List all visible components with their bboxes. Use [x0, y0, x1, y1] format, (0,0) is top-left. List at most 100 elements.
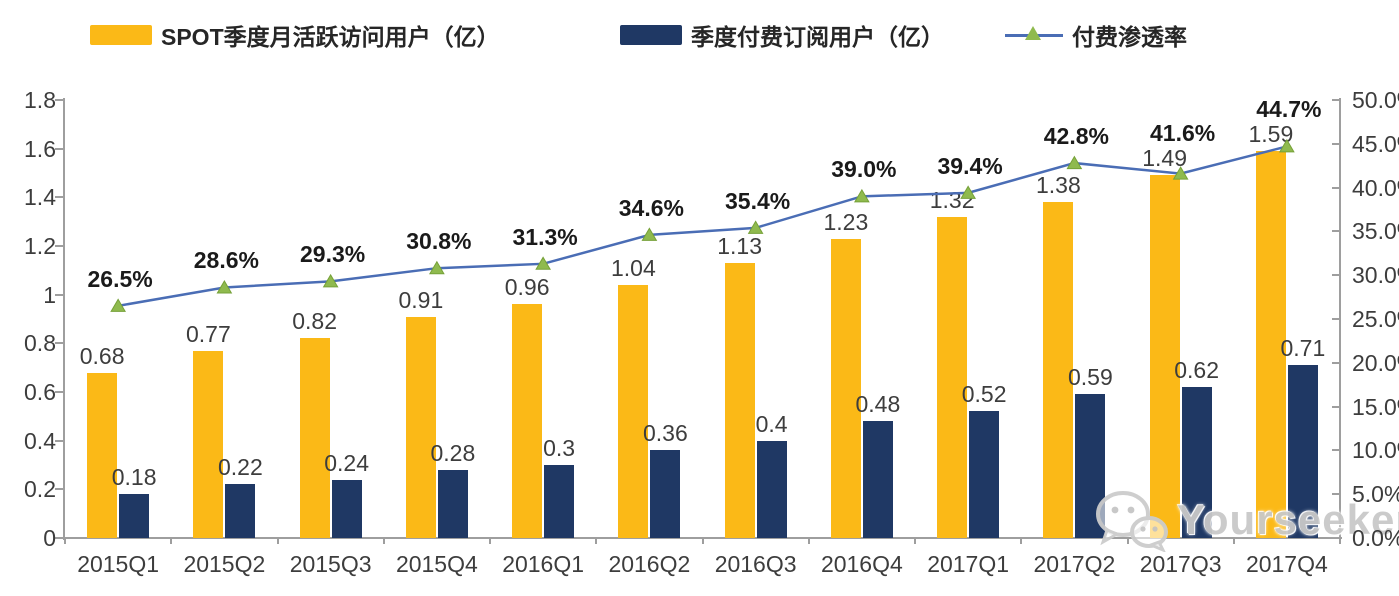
bar-subscribers — [1181, 387, 1212, 538]
x-tick-label: 2017Q3 — [1139, 551, 1222, 577]
bar-subscribers — [437, 469, 468, 538]
bar-mau — [512, 304, 543, 538]
bar-label-subscribers: 0.59 — [1067, 364, 1113, 391]
y-tick-label-right: 10.0% — [1352, 437, 1399, 464]
bar-label-mau: 1.23 — [823, 208, 869, 235]
y-axis-left-tick — [55, 391, 63, 393]
x-axis-tick — [276, 538, 279, 544]
y-tick-label-left: 1.4 — [24, 184, 56, 211]
bar-label-subscribers: 0.22 — [217, 454, 263, 481]
x-axis-tick — [807, 538, 810, 544]
bar-label-mau: 0.91 — [398, 286, 444, 313]
penetration-label: 41.6% — [1150, 120, 1216, 147]
triangle-marker — [110, 298, 126, 312]
x-axis-tick — [170, 538, 173, 544]
x-axis-tick — [1232, 538, 1235, 544]
penetration-label: 26.5% — [87, 265, 153, 292]
bar-mau — [937, 216, 968, 538]
y-axis-left-tick — [55, 342, 63, 345]
y-axis-right-tick — [1332, 405, 1340, 408]
legend-item-subscribers: 季度付费订阅用户（亿） — [620, 18, 944, 52]
x-axis-tick — [1339, 538, 1341, 544]
bar-label-mau: 0.77 — [185, 320, 231, 347]
penetration-label: 39.0% — [831, 156, 897, 183]
bar-subscribers — [119, 494, 150, 538]
x-axis-tick — [382, 538, 385, 544]
y-tick-label-right: 15.0% — [1352, 393, 1399, 420]
y-axis-left-tick — [55, 245, 63, 247]
bar-label-mau: 1.38 — [1035, 172, 1081, 199]
y-tick-label-right: 35.0% — [1352, 218, 1399, 245]
bar-subscribers — [756, 440, 787, 538]
y-tick-label-right: 20.0% — [1352, 349, 1399, 376]
triangle-marker — [1172, 166, 1189, 180]
y-axis-left-tick — [55, 99, 63, 101]
y-axis-left — [63, 98, 65, 540]
bar-mau — [87, 372, 118, 538]
triangle-marker — [216, 279, 233, 294]
y-tick-label-left: 0.6 — [24, 379, 56, 405]
bar-label-subscribers: 0.36 — [642, 420, 688, 447]
x-axis-tick — [64, 538, 66, 544]
y-tick-label-left: 1.6 — [24, 135, 56, 162]
x-tick-label: 2017Q4 — [1245, 551, 1328, 577]
y-axis-right-tick — [1332, 274, 1340, 277]
y-tick-label-right: 45.0% — [1352, 130, 1399, 157]
x-tick-label: 2017Q1 — [927, 551, 1010, 577]
bar-subscribers — [225, 484, 256, 538]
y-axis-right-tick — [1332, 186, 1340, 189]
bar-label-subscribers: 0.28 — [430, 439, 476, 466]
bar-label-mau: 0.82 — [292, 308, 337, 335]
penetration-label: 31.3% — [512, 223, 578, 250]
x-axis-tick — [489, 538, 491, 544]
bar-mau — [1043, 202, 1074, 538]
penetration-label: 39.4% — [937, 152, 1003, 179]
y-axis-left-tick — [55, 537, 63, 539]
bar-label-subscribers: 0.18 — [111, 464, 157, 491]
y-tick-label-left: 0.8 — [24, 330, 56, 357]
y-axis-left-tick — [55, 196, 63, 199]
bar-label-mau: 1.49 — [1142, 145, 1187, 172]
y-tick-label-left: 1 — [43, 281, 56, 308]
triangle-marker — [854, 188, 870, 203]
x-tick-label: 2016Q4 — [820, 551, 903, 577]
x-axis-tick — [595, 538, 598, 544]
x-tick-label: 2016Q1 — [502, 551, 585, 577]
y-tick-label-right: 5.0% — [1352, 481, 1399, 508]
bar-label-mau: 0.68 — [79, 342, 125, 369]
triangle-marker — [747, 220, 764, 234]
y-axis-right-tick — [1332, 537, 1340, 539]
penetration-label: 35.4% — [725, 187, 791, 214]
triangle-marker — [535, 256, 551, 270]
penetration-label: 30.8% — [406, 228, 472, 255]
penetration-label: 42.8% — [1043, 123, 1109, 150]
legend-label-subscribers: 季度付费订阅用户（亿） — [691, 24, 944, 50]
y-tick-label-left: 0 — [43, 525, 56, 551]
bar-mau — [193, 350, 224, 538]
bar-mau — [830, 238, 861, 538]
bar-subscribers — [544, 465, 575, 538]
x-axis-tick — [1020, 538, 1023, 544]
penetration-label: 44.7% — [1256, 96, 1322, 123]
y-tick-label-right: 25.0% — [1352, 306, 1399, 332]
bar-subscribers — [1287, 365, 1318, 538]
bar-label-mau: 1.04 — [610, 254, 656, 281]
triangle-marker-icon — [1025, 26, 1041, 40]
triangle-marker — [322, 273, 339, 288]
bar-label-subscribers: 0.62 — [1174, 357, 1219, 384]
y-axis-left-tick — [55, 293, 63, 296]
penetration-label: 28.6% — [193, 247, 259, 274]
y-axis-right-tick — [1332, 361, 1340, 364]
y-axis-right-tick — [1332, 318, 1340, 320]
y-tick-label-left: 1.2 — [24, 233, 56, 259]
bar-label-subscribers: 0.3 — [543, 435, 576, 461]
legend-item-penetration: 付费渗透率 — [1005, 18, 1187, 52]
bar-subscribers — [969, 411, 1000, 538]
bar-label-mau: 1.13 — [717, 233, 762, 260]
y-axis-left-tick — [55, 439, 63, 442]
x-axis-tick — [701, 538, 704, 544]
x-tick-label: 2016Q2 — [608, 551, 691, 577]
mau-series-swatch — [90, 25, 152, 45]
x-axis-tick — [1126, 538, 1129, 544]
bar-label-subscribers: 0.52 — [961, 381, 1007, 408]
